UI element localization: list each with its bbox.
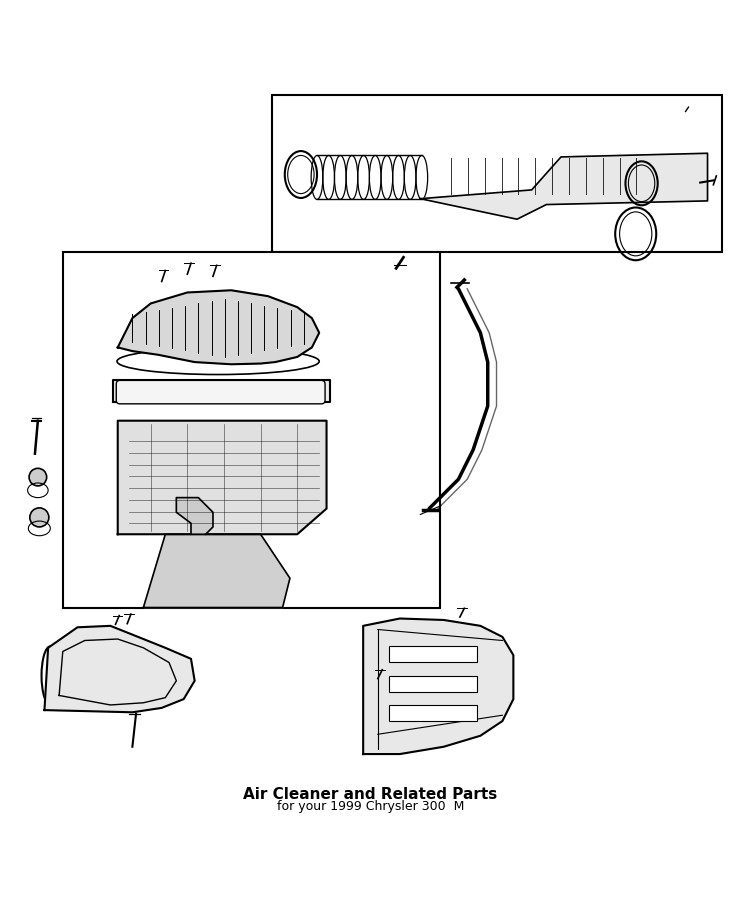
Bar (389, 705, 476, 721)
Text: Air Cleaner and Related Parts: Air Cleaner and Related Parts (243, 787, 498, 802)
Text: for your 1999 Chrysler 300  M: for your 1999 Chrysler 300 M (277, 800, 464, 813)
Polygon shape (113, 381, 330, 402)
Polygon shape (118, 420, 327, 535)
FancyBboxPatch shape (116, 381, 325, 404)
Polygon shape (44, 626, 195, 712)
Bar (389, 676, 476, 692)
Bar (63, 252, 440, 608)
Ellipse shape (29, 468, 47, 486)
Ellipse shape (30, 508, 49, 526)
Bar (272, 94, 722, 252)
Polygon shape (118, 291, 319, 364)
Polygon shape (363, 618, 514, 754)
Bar (389, 646, 476, 662)
Polygon shape (143, 535, 290, 608)
Polygon shape (176, 498, 213, 535)
Polygon shape (420, 153, 708, 220)
